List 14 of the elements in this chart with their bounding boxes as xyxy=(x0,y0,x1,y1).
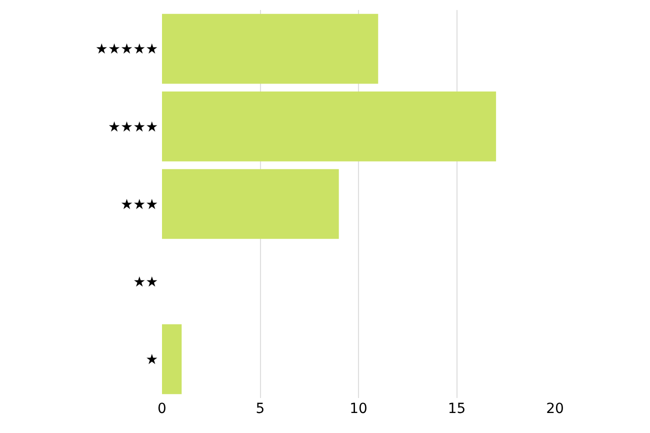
x-tick-label: 5 xyxy=(256,401,265,417)
x-tick-label: 15 xyxy=(448,401,466,417)
y-tick-label: ★ xyxy=(146,352,158,368)
x-tick-label: 10 xyxy=(350,401,368,417)
bar xyxy=(162,91,496,162)
bar xyxy=(162,169,339,239)
bar xyxy=(162,14,378,84)
y-tick-label: ★★★★ xyxy=(108,119,158,136)
y-tick-label: ★★★ xyxy=(120,196,158,213)
y-tick-label: ★★★★★ xyxy=(95,42,158,58)
x-tick-label: 0 xyxy=(158,401,166,417)
y-tick-label: ★★ xyxy=(133,274,158,290)
x-tick-label: 20 xyxy=(546,401,564,417)
bar xyxy=(162,324,182,394)
